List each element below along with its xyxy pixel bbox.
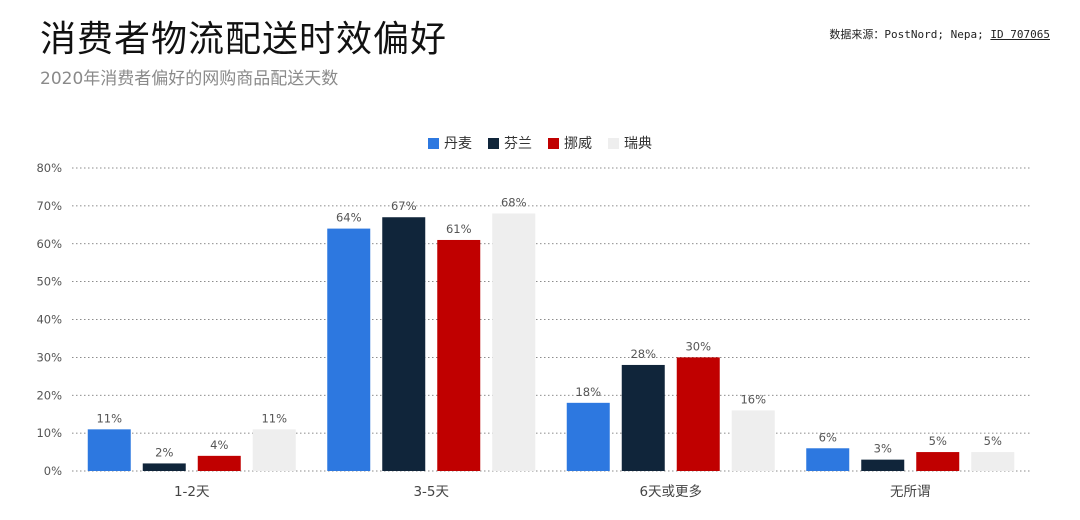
bar[interactable] <box>142 463 186 471</box>
data-label: 67% <box>391 199 417 213</box>
data-label: 5% <box>929 434 947 448</box>
bar[interactable] <box>916 452 960 471</box>
bar[interactable] <box>437 239 481 471</box>
y-tick-label: 50% <box>36 275 62 289</box>
y-tick-label: 80% <box>36 161 62 175</box>
bar[interactable] <box>197 455 241 471</box>
source-id-link[interactable]: ID 707065 <box>990 28 1050 41</box>
bar[interactable] <box>861 459 905 471</box>
bar[interactable] <box>971 452 1015 471</box>
legend-item-denmark[interactable]: 丹麦 <box>428 133 472 153</box>
y-tick-label: 0% <box>44 464 62 478</box>
chart-subtitle: 2020年消费者偏好的网购商品配送天数 <box>40 69 339 89</box>
data-label: 3% <box>874 442 892 456</box>
bar[interactable] <box>87 429 131 471</box>
x-category-label: 3-5天 <box>413 484 449 500</box>
legend-swatch <box>428 137 439 149</box>
data-label: 5% <box>984 434 1002 448</box>
y-tick-label: 60% <box>36 237 62 251</box>
data-label: 11% <box>261 411 287 425</box>
source-note: 数据来源：PostNord; Nepa; ID 707065 <box>829 26 1050 42</box>
data-label: 64% <box>336 211 362 225</box>
data-label: 16% <box>740 392 766 406</box>
legend-swatch <box>488 137 499 149</box>
data-label: 68% <box>501 195 527 209</box>
bar[interactable] <box>566 402 610 471</box>
y-tick-label: 40% <box>36 313 62 327</box>
data-label: 2% <box>155 445 173 459</box>
y-tick-label: 20% <box>36 388 62 402</box>
bar[interactable] <box>327 228 371 471</box>
y-tick-label: 10% <box>36 426 62 440</box>
bar[interactable] <box>806 448 850 471</box>
bar[interactable] <box>492 213 536 471</box>
data-label: 18% <box>575 385 601 399</box>
x-category-label: 6天或更多 <box>639 483 702 500</box>
bar[interactable] <box>621 364 665 471</box>
legend-label: 丹麦 <box>444 136 472 152</box>
data-label: 28% <box>630 347 656 361</box>
bar[interactable] <box>731 410 775 471</box>
legend-label: 芬兰 <box>504 136 532 152</box>
chart-legend: 丹麦 芬兰 挪威 瑞典 <box>0 133 1080 153</box>
legend-label: 瑞典 <box>624 136 652 152</box>
legend-item-finland[interactable]: 芬兰 <box>488 133 532 153</box>
data-label: 4% <box>210 438 228 452</box>
legend-item-norway[interactable]: 挪威 <box>548 133 592 153</box>
y-tick-label: 70% <box>36 199 62 213</box>
bar[interactable] <box>676 357 720 471</box>
bar[interactable] <box>252 429 296 471</box>
source-prefix: 数据来源：PostNord; Nepa; <box>829 28 991 41</box>
legend-swatch <box>548 137 559 149</box>
legend-label: 挪威 <box>564 136 592 152</box>
bar[interactable] <box>382 217 426 471</box>
legend-item-sweden[interactable]: 瑞典 <box>608 133 652 153</box>
legend-swatch <box>608 137 619 149</box>
chart-title: 消费者物流配送时效偏好 <box>40 19 448 60</box>
y-tick-label: 30% <box>36 350 62 364</box>
x-category-label: 无所谓 <box>890 484 931 500</box>
data-label: 30% <box>685 339 711 353</box>
data-label: 11% <box>96 411 122 425</box>
x-category-label: 1-2天 <box>174 484 210 500</box>
data-label: 6% <box>819 430 837 444</box>
data-label: 61% <box>446 222 472 236</box>
